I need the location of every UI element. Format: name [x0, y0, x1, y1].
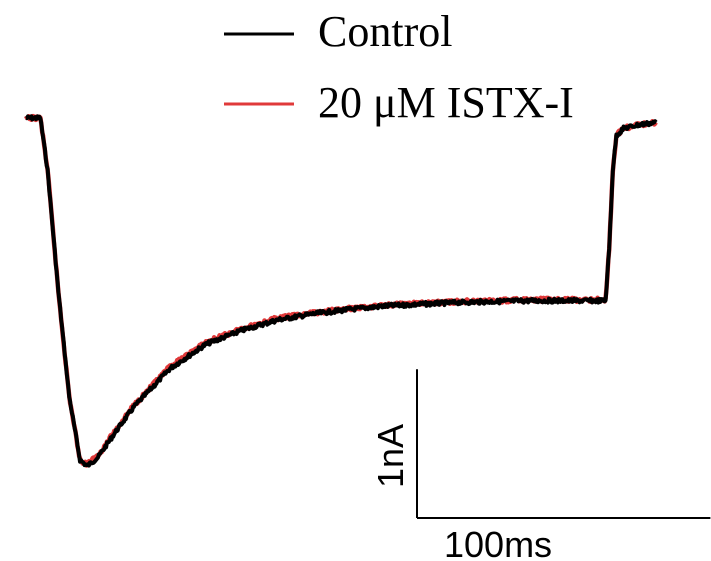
scale-bar: 1nA 100ms [370, 369, 711, 561]
scale-bar-x-label: 100ms [444, 524, 552, 561]
legend-label-control: Control [318, 7, 452, 56]
trace-control [24, 114, 658, 468]
scale-bar-y-label: 1nA [370, 424, 411, 488]
legend-label-istx: 20 μM ISTX-I [318, 78, 574, 127]
traces [24, 113, 658, 468]
trace-istx-i [24, 113, 658, 468]
legend: Control 20 μM ISTX-I [224, 7, 574, 127]
